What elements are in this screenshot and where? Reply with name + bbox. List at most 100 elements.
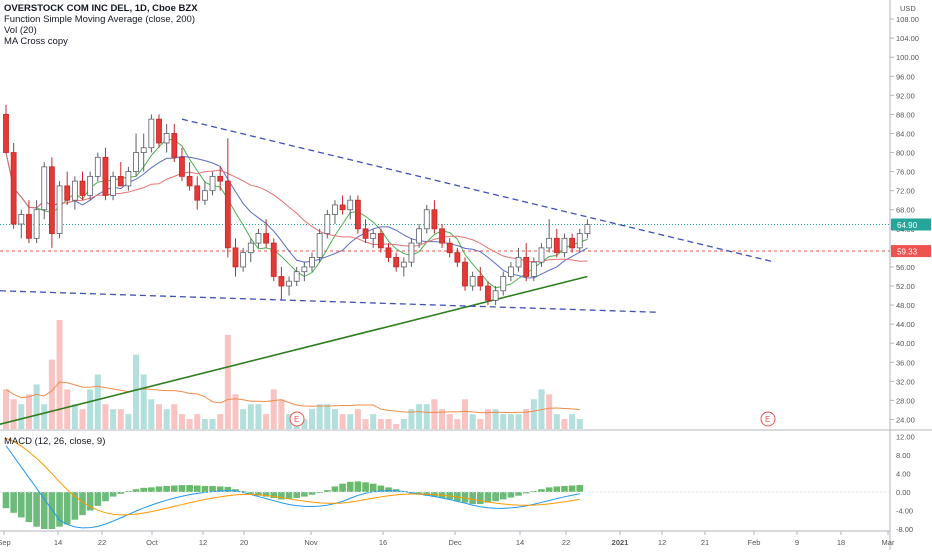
volume-bar [309, 409, 315, 429]
sma200-line [0, 275, 588, 426]
time-tick-label: 18 [837, 538, 845, 547]
candle-body [324, 214, 331, 234]
volume-bar [569, 414, 576, 429]
price-tick-label: 40.00 [896, 339, 915, 348]
volume-bar [561, 419, 568, 429]
time-tick-label: 2021 [612, 538, 629, 547]
candle-body [49, 166, 55, 234]
candle-body [454, 252, 461, 263]
candle-body [10, 152, 17, 225]
volume-bar [553, 414, 560, 429]
price-tick-label: 80.00 [896, 149, 915, 158]
macd-histogram-bar [568, 485, 576, 492]
candle-body [431, 209, 438, 230]
candle-body [240, 252, 247, 268]
lower-trend-line [0, 290, 657, 313]
volume-bar [171, 404, 178, 429]
upper-trend-line [181, 118, 776, 263]
candle-body [316, 233, 323, 258]
macd-histogram-bar [461, 492, 469, 503]
candle-body [301, 266, 308, 273]
volume-bar [523, 409, 530, 429]
time-tick-label: 16 [379, 538, 387, 547]
macd-histogram-bar [270, 492, 278, 499]
volume-bar [546, 394, 553, 429]
macd-histogram-bar [193, 485, 201, 492]
candle-body [576, 233, 583, 249]
symbol-title[interactable]: OVERSTOCK COM INC DEL, 1D, Cboe BZX [4, 3, 198, 14]
macd-histogram-bar [561, 485, 568, 492]
macd-histogram-bar [40, 492, 48, 529]
volume-bar [110, 409, 117, 429]
volume-bar [270, 389, 277, 429]
volume-bar [484, 409, 491, 429]
volume-bar [500, 414, 507, 429]
candle-body [553, 237, 560, 254]
volume-bar [201, 419, 208, 429]
macd-histogram-bar [346, 481, 354, 492]
candle-body [87, 175, 94, 196]
candle-body [347, 199, 354, 211]
volume-bar [400, 419, 407, 429]
reference-price-badge [891, 245, 931, 258]
time-tick-label: Feb [748, 538, 761, 547]
last-price-badge [891, 218, 931, 231]
time-tick-label: 22 [98, 538, 106, 547]
macd-histogram-bar [515, 492, 522, 496]
candle-body [163, 133, 170, 144]
volume-bar [247, 404, 254, 429]
volume-bar [576, 419, 583, 429]
candle-body [255, 233, 262, 244]
candle-body [515, 256, 522, 268]
volume-bar [347, 414, 354, 429]
price-tick-label: 28.00 [896, 396, 915, 405]
macd-histogram-bar [553, 486, 561, 492]
macd-histogram-bar [362, 482, 369, 492]
candle-body [224, 180, 231, 249]
macd-histogram-bar [33, 492, 40, 527]
macd-histogram-bar [102, 492, 109, 502]
candle-body [133, 152, 139, 173]
candle-body [140, 147, 147, 153]
price-tick-label: 88.00 [896, 110, 915, 119]
macd-histogram-bar [109, 492, 117, 497]
candle-body [339, 204, 346, 211]
price-tick-label: 100.00 [896, 53, 919, 62]
macd-histogram-bar [10, 492, 17, 513]
macd-histogram-bar [201, 485, 209, 492]
volume-bar [117, 409, 124, 429]
macd-tick-label: 4.00 [896, 470, 911, 479]
price-axis-currency: USD [900, 4, 916, 13]
macd-tick-label: -4.00 [896, 507, 913, 516]
candle-body [94, 156, 101, 177]
macd-histogram-bar [117, 492, 125, 494]
volume-bar [194, 414, 201, 429]
candle-body [102, 156, 109, 196]
macd-tick-label: 12.00 [896, 433, 915, 442]
indicator-ma-cross[interactable]: MA Cross copy [4, 36, 68, 47]
price-tick-label: 84.00 [896, 129, 915, 138]
macd-histogram-bar [171, 485, 178, 492]
macd-histogram-bar [316, 492, 323, 493]
macd-tick-label: 8.00 [896, 451, 911, 460]
macd-legend[interactable]: MACD (12, 26, close, 9) [4, 436, 106, 447]
price-tick-label: 68.00 [896, 206, 915, 215]
macd-histogram-bar [262, 492, 270, 497]
candle-body [477, 276, 484, 287]
ma-long-line [5, 152, 588, 263]
volume-bar [255, 404, 262, 429]
indicator-volume[interactable]: Vol (20) [4, 25, 37, 36]
macd-histogram-bar [293, 492, 300, 499]
macd-histogram-bar [477, 492, 484, 505]
candle-body [462, 261, 468, 287]
price-tick-label: 52.00 [896, 282, 915, 291]
macd-histogram-bar [354, 481, 362, 492]
candle-body [33, 209, 40, 239]
candle-body [79, 180, 86, 196]
indicator-sma200[interactable]: Function Simple Moving Average (close, 2… [4, 14, 195, 25]
volume-bar [33, 384, 40, 429]
candle-body [354, 199, 361, 230]
volume-bar [316, 404, 323, 429]
volume-bar [10, 399, 17, 429]
